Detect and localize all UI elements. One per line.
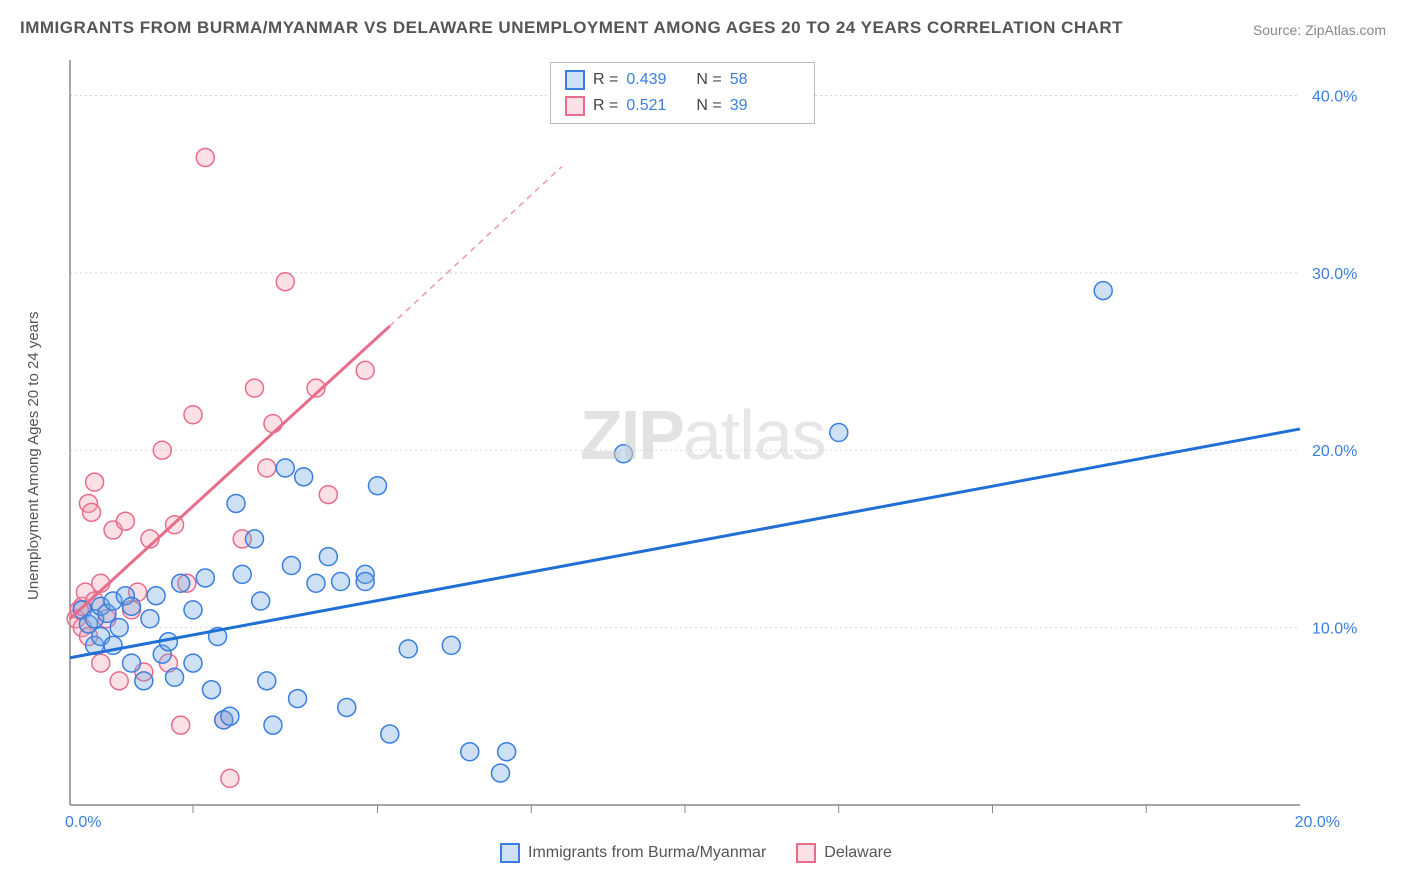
scatter-point: [110, 619, 128, 637]
y-tick-label: 40.0%: [1312, 88, 1357, 105]
scatter-point: [276, 459, 294, 477]
scatter-point: [233, 565, 251, 583]
scatter-point: [92, 654, 110, 672]
scatter-point: [246, 530, 264, 548]
scatter-point: [381, 725, 399, 743]
source-attribution: Source: ZipAtlas.com: [1253, 22, 1386, 38]
legend-r-value: 0.521: [626, 97, 666, 115]
scatter-point: [123, 597, 141, 615]
scatter-point: [332, 573, 350, 591]
scatter-point: [227, 494, 245, 512]
chart-title: IMMIGRANTS FROM BURMA/MYANMAR VS DELAWAR…: [20, 18, 1123, 38]
scatter-point: [141, 610, 159, 628]
scatter-point: [252, 592, 270, 610]
legend-swatch: [565, 70, 585, 90]
scatter-point: [184, 654, 202, 672]
legend-row: R = 0.521 N = 39: [565, 93, 800, 119]
scatter-point: [307, 574, 325, 592]
series-legend-item: Delaware: [796, 843, 892, 863]
legend-row: R = 0.439 N = 58: [565, 67, 800, 93]
scatter-point: [282, 557, 300, 575]
scatter-point: [356, 573, 374, 591]
y-tick-label: 30.0%: [1312, 266, 1357, 283]
scatter-point: [166, 668, 184, 686]
scatter-point: [184, 601, 202, 619]
correlation-legend-box: R = 0.439 N = 58 R = 0.521 N = 39: [550, 62, 815, 124]
series-name: Delaware: [824, 844, 892, 862]
scatter-point: [399, 640, 417, 658]
scatter-point: [289, 690, 307, 708]
series-legend: Immigrants from Burma/Myanmar Delaware: [500, 843, 892, 863]
scatter-point: [147, 587, 165, 605]
scatter-point: [369, 477, 387, 495]
y-axis-label: Unemployment Among Ages 20 to 24 years: [25, 311, 42, 600]
y-tick-label: 10.0%: [1312, 621, 1357, 638]
scatter-point: [116, 512, 134, 530]
scatter-point: [319, 486, 337, 504]
x-tick-label-right: 20.0%: [1295, 814, 1340, 831]
legend-n-value: 58: [730, 71, 748, 89]
scatter-point: [172, 716, 190, 734]
scatter-point: [356, 361, 374, 379]
scatter-point: [258, 672, 276, 690]
scatter-point: [276, 273, 294, 291]
scatter-point: [184, 406, 202, 424]
scatter-point: [172, 574, 190, 592]
scatter-point: [123, 654, 141, 672]
scatter-point: [135, 672, 153, 690]
scatter-point: [442, 636, 460, 654]
legend-swatch: [565, 96, 585, 116]
legend-n-label: N =: [696, 71, 721, 89]
scatter-point: [461, 743, 479, 761]
scatter-point: [1094, 282, 1112, 300]
legend-swatch: [796, 843, 816, 863]
legend-n-value: 39: [730, 97, 748, 115]
scatter-point: [492, 764, 510, 782]
scatter-point: [110, 672, 128, 690]
scatter-point: [295, 468, 313, 486]
legend-n-label: N =: [696, 97, 721, 115]
scatter-point: [221, 769, 239, 787]
series-legend-item: Immigrants from Burma/Myanmar: [500, 843, 766, 863]
scatter-point: [615, 445, 633, 463]
scatter-point: [498, 743, 516, 761]
legend-r-label: R =: [593, 97, 618, 115]
scatter-point: [202, 681, 220, 699]
scatter-point: [830, 424, 848, 442]
scatter-point: [196, 149, 214, 167]
legend-r-label: R =: [593, 71, 618, 89]
scatter-point: [83, 503, 101, 521]
x-tick-label-left: 0.0%: [65, 814, 101, 831]
scatter-point: [153, 441, 171, 459]
scatter-point: [319, 548, 337, 566]
scatter-point: [221, 707, 239, 725]
scatter-point: [258, 459, 276, 477]
legend-swatch: [500, 843, 520, 863]
scatter-point: [338, 698, 356, 716]
trend-line-dashed: [390, 166, 562, 326]
y-tick-label: 20.0%: [1312, 443, 1357, 460]
series-name: Immigrants from Burma/Myanmar: [528, 844, 766, 862]
scatter-point: [264, 415, 282, 433]
chart-plot-area: 10.0% 20.0% 30.0% 40.0% 0.0% 20.0%: [55, 55, 1385, 835]
scatter-point: [86, 473, 104, 491]
scatter-point: [246, 379, 264, 397]
scatter-point: [196, 569, 214, 587]
legend-r-value: 0.439: [626, 71, 666, 89]
scatter-point: [264, 716, 282, 734]
scatter-chart-svg: 10.0% 20.0% 30.0% 40.0% 0.0% 20.0%: [55, 55, 1385, 835]
